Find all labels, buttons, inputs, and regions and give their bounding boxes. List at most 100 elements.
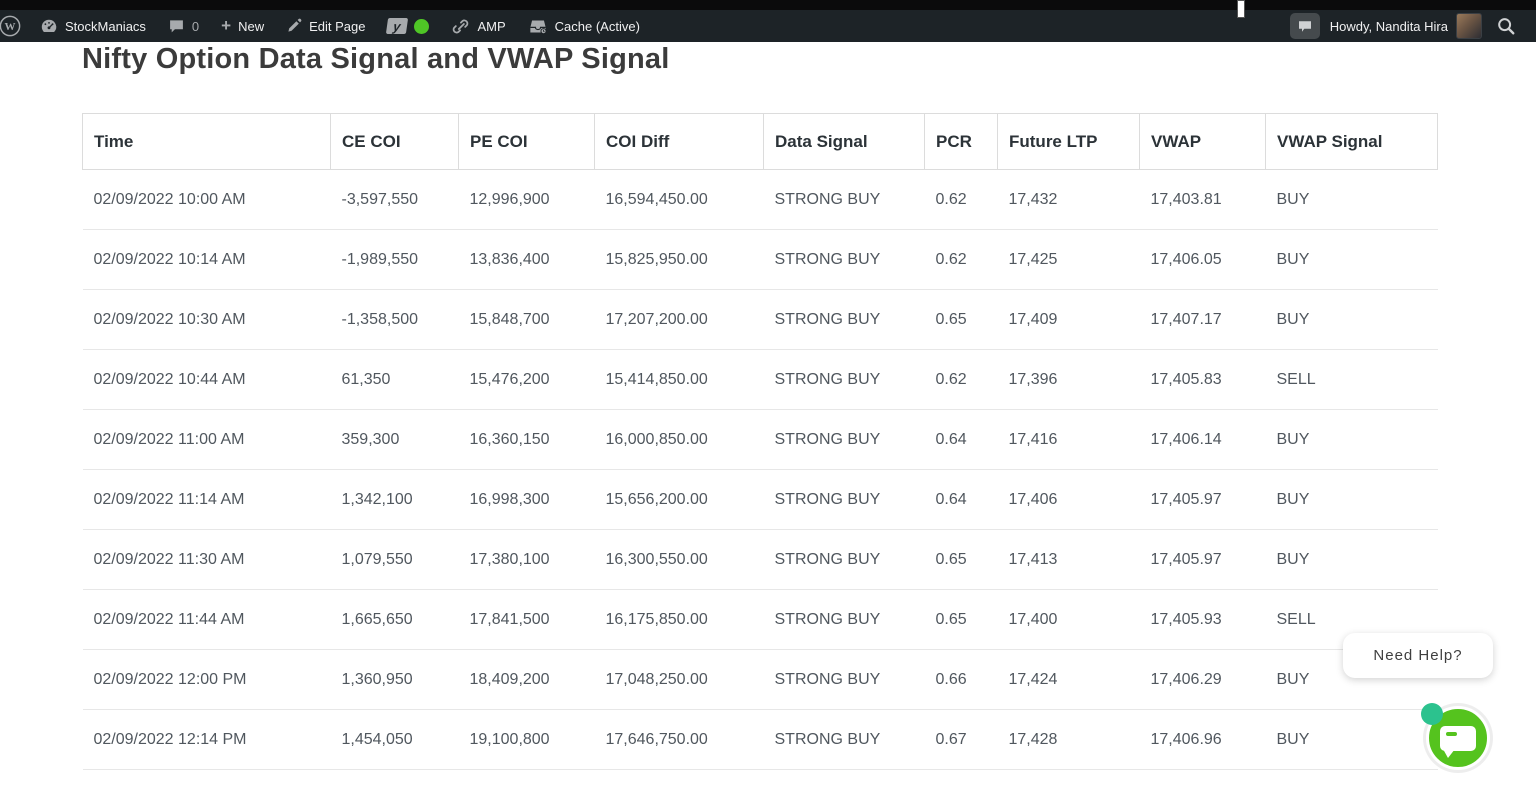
table-cell: 02/09/2022 10:14 AM [82,229,331,291]
table-cell: 17,403.81 [1139,169,1266,231]
yoast-icon: y [386,18,409,34]
table-row: 02/09/2022 11:14 AM 1,342,100 16,998,300 15… [82,469,1438,531]
table-cell: 17,416 [997,409,1140,471]
header-row: Time CE COI PE COI COI Diff Data Signal PCR Fu… [82,113,1438,171]
table-cell: 02/09/2022 12:00 PM [82,649,331,711]
table-cell: 15,825,950.00 [594,229,764,291]
edit-page-menu[interactable]: Edit Page [275,10,376,42]
edit-page-label: Edit Page [309,18,366,34]
table-row: 02/09/2022 10:44 AM 61,350 15,476,200 15,41… [82,349,1438,411]
table-cell: -3,597,550 [330,169,459,231]
column-header: VWAP Signal [1265,113,1438,171]
admin-bar-right: Howdy, Nandita Hira [1289,10,1536,42]
table-cell: 61,350 [330,349,459,411]
table-cell: 17,413 [997,529,1140,591]
table-cell: STRONG BUY [763,349,925,411]
table-cell: 1,665,650 [330,589,459,651]
chat-bubble-icon [1298,20,1311,32]
text-cursor-artifact [1237,0,1245,18]
table-cell: STRONG BUY [763,169,925,231]
table-cell: 17,841,500 [458,589,595,651]
column-header: PCR [924,113,998,171]
table-cell: 0.62 [924,349,998,411]
table-cell: 0.65 [924,289,998,351]
table-cell: SELL [1265,349,1438,411]
table-cell: 02/09/2022 11:44 AM [82,589,331,651]
table-cell: BUY [1265,289,1438,351]
column-header: CE COI [330,113,459,171]
table-body: 02/09/2022 10:00 AM -3,597,550 12,996,900 1… [82,169,1438,771]
table-cell: STRONG BUY [763,529,925,591]
window-top-strip [0,0,1536,10]
table-cell: 1,454,050 [330,709,459,771]
new-content-menu[interactable]: + New [210,10,275,42]
chat-bubble-button[interactable] [1289,13,1320,39]
table-cell: STRONG BUY [763,649,925,711]
column-header: Time [82,113,331,171]
site-name-menu[interactable]: StockManiacs [29,10,157,42]
svg-text:W: W [5,21,16,33]
table-cell: 02/09/2022 10:44 AM [82,349,331,411]
table-cell: 16,594,450.00 [594,169,764,231]
cache-menu[interactable]: Cache (Active) [517,10,651,42]
link-icon [451,18,470,35]
page-title: Nifty Option Data Signal and VWAP Signal [82,43,670,75]
new-label: New [238,18,265,34]
table-cell: 15,656,200.00 [594,469,764,531]
table-cell: 17,407.17 [1139,289,1266,351]
table-cell: 0.64 [924,409,998,471]
need-help-tooltip[interactable]: Need Help? [1343,633,1493,678]
table-cell: 0.62 [924,169,998,231]
table-row: 02/09/2022 12:14 PM 1,454,050 19,100,800 17… [82,709,1438,771]
table-cell: 1,342,100 [330,469,459,531]
table-cell: 18,409,200 [458,649,595,711]
yoast-seo-menu[interactable]: y [376,10,440,42]
column-header: COI Diff [594,113,764,171]
table-cell: 17,400 [997,589,1140,651]
table-cell: STRONG BUY [763,289,925,351]
comments-menu[interactable]: 0 [157,10,210,42]
table-cell: 15,848,700 [458,289,595,351]
table-cell: 16,300,550.00 [594,529,764,591]
table-row: 02/09/2022 12:00 PM 1,360,950 18,409,200 17… [82,649,1438,711]
pencil-icon [286,18,302,34]
chat-widget-dash [1446,731,1457,736]
chat-widget-bubble-icon [1440,725,1476,758]
table-cell: 15,476,200 [458,349,595,411]
table-cell: 359,300 [330,409,459,471]
wordpress-logo-icon: W [0,15,21,37]
amp-label: AMP [477,18,506,34]
avatar[interactable] [1456,13,1482,39]
table-cell: 02/09/2022 10:30 AM [82,289,331,351]
comment-bubble-icon [168,18,185,34]
table-cell: 16,000,850.00 [594,409,764,471]
howdy-account-link[interactable]: Howdy, Nandita Hira [1329,18,1448,34]
table-row: 02/09/2022 10:00 AM -3,597,550 12,996,900 1… [82,169,1438,231]
column-header: PE COI [458,113,595,171]
table-cell: 17,646,750.00 [594,709,764,771]
table-row: 02/09/2022 10:14 AM -1,989,550 13,836,400 1… [82,229,1438,291]
wp-admin-bar: W StockManiacs 0 + New Edit Page [0,10,1536,42]
table-cell: 17,424 [997,649,1140,711]
chat-widget-button[interactable] [1421,703,1490,770]
table-cell: 17,428 [997,709,1140,771]
plus-icon: + [221,15,232,35]
table-cell: STRONG BUY [763,589,925,651]
table-cell: 17,432 [997,169,1140,231]
search-button[interactable] [1482,10,1524,42]
column-header: Future LTP [997,113,1140,171]
amp-menu[interactable]: AMP [440,10,516,42]
table-cell: 0.67 [924,709,998,771]
table-cell: 17,380,100 [458,529,595,591]
column-header: Data Signal [763,113,925,171]
wordpress-logo-menu[interactable]: W [0,10,29,42]
table-cell: 19,100,800 [458,709,595,771]
table-cell: 17,405.97 [1139,529,1266,591]
table-cell: 0.62 [924,229,998,291]
search-icon [1498,18,1515,35]
table-cell: 0.65 [924,589,998,651]
column-header: VWAP [1139,113,1266,171]
table-cell: 17,406.14 [1139,409,1266,471]
table-cell: 02/09/2022 10:00 AM [82,169,331,231]
comments-count: 0 [191,18,200,34]
